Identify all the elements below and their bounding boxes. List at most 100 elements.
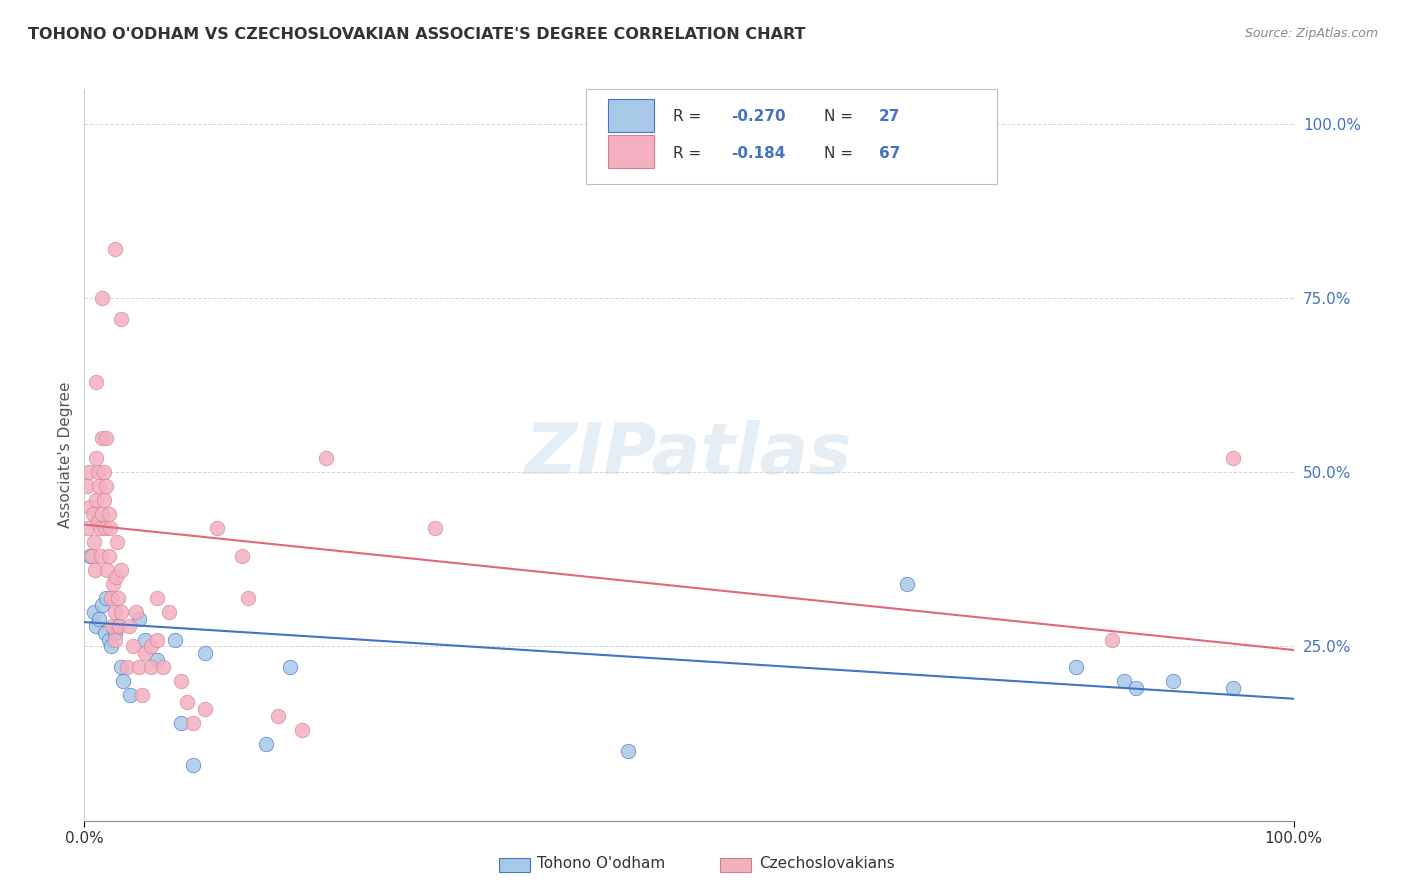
Point: [115, 660, 138, 674]
Point: [87, 612, 110, 626]
Point: [1114, 674, 1136, 689]
Point: [131, 688, 153, 702]
Point: [112, 674, 135, 689]
Point: [76, 479, 98, 493]
Text: Tohono O'odham: Tohono O'odham: [537, 856, 665, 871]
Point: [120, 688, 142, 702]
Bar: [607, 99, 654, 132]
Point: [110, 605, 132, 619]
Point: [91, 507, 114, 521]
Point: [236, 591, 259, 605]
Point: [1064, 660, 1087, 674]
Point: [110, 660, 132, 674]
Point: [86, 466, 108, 480]
Point: [100, 591, 122, 605]
Point: [110, 312, 132, 326]
Point: [86, 375, 108, 389]
Point: [125, 605, 148, 619]
Point: [91, 598, 114, 612]
Text: N =: N =: [824, 110, 858, 125]
Text: -0.184: -0.184: [731, 146, 786, 161]
Point: [108, 618, 131, 632]
Point: [83, 605, 105, 619]
Point: [146, 591, 169, 605]
Text: Source: ZipAtlas.com: Source: ZipAtlas.com: [1244, 27, 1378, 40]
Point: [104, 570, 127, 584]
Text: 67: 67: [879, 146, 900, 161]
Point: [93, 493, 115, 508]
Point: [97, 549, 120, 563]
Point: [152, 660, 174, 674]
Point: [94, 479, 117, 493]
Point: [86, 514, 108, 528]
Point: [165, 632, 187, 647]
Point: [96, 563, 118, 577]
Point: [79, 500, 101, 515]
Point: [423, 521, 446, 535]
Point: [84, 563, 107, 577]
Point: [100, 640, 122, 654]
Point: [128, 660, 150, 674]
Point: [94, 591, 117, 605]
Bar: [586, 89, 997, 185]
Point: [86, 618, 108, 632]
Point: [617, 744, 640, 758]
Point: [89, 521, 111, 535]
Point: [79, 549, 101, 563]
Text: Czechoslovakians: Czechoslovakians: [759, 856, 896, 871]
Text: N =: N =: [824, 146, 858, 161]
Point: [83, 535, 105, 549]
Bar: [607, 136, 654, 169]
Point: [170, 674, 193, 689]
Point: [896, 576, 918, 591]
Point: [77, 466, 100, 480]
Point: [181, 758, 204, 772]
Point: [105, 535, 128, 549]
Point: [94, 521, 117, 535]
Point: [139, 660, 162, 674]
Point: [86, 493, 108, 508]
Point: [93, 466, 115, 480]
Point: [278, 660, 301, 674]
Point: [176, 695, 198, 709]
Point: [104, 632, 127, 647]
Point: [104, 243, 127, 257]
Point: [207, 521, 229, 535]
Point: [315, 451, 337, 466]
Point: [87, 479, 110, 493]
Point: [1101, 632, 1123, 647]
Point: [194, 647, 217, 661]
Point: [110, 563, 132, 577]
Point: [128, 612, 150, 626]
Text: ZIPatlas: ZIPatlas: [526, 420, 852, 490]
Point: [90, 549, 112, 563]
Point: [103, 576, 125, 591]
Point: [170, 716, 193, 731]
Point: [121, 640, 143, 654]
Point: [80, 549, 103, 563]
Text: TOHONO O'ODHAM VS CZECHOSLOVAKIAN ASSOCIATE'S DEGREE CORRELATION CHART: TOHONO O'ODHAM VS CZECHOSLOVAKIAN ASSOCI…: [28, 27, 806, 42]
Point: [105, 618, 128, 632]
Point: [86, 451, 108, 466]
Point: [267, 709, 290, 723]
Point: [91, 430, 114, 444]
Point: [146, 632, 169, 647]
Point: [1125, 681, 1147, 696]
Point: [1222, 681, 1244, 696]
Text: -0.270: -0.270: [731, 110, 786, 125]
Point: [118, 618, 141, 632]
Point: [104, 605, 127, 619]
Point: [94, 625, 117, 640]
Text: 27: 27: [879, 110, 900, 125]
Point: [231, 549, 253, 563]
Point: [1161, 674, 1184, 689]
Point: [97, 507, 120, 521]
Text: R =: R =: [673, 110, 706, 125]
Point: [97, 632, 120, 647]
Point: [77, 521, 100, 535]
Point: [291, 723, 314, 737]
Y-axis label: Associate's Degree: Associate's Degree: [58, 382, 73, 528]
Point: [94, 430, 117, 444]
Point: [181, 716, 204, 731]
Point: [107, 591, 129, 605]
